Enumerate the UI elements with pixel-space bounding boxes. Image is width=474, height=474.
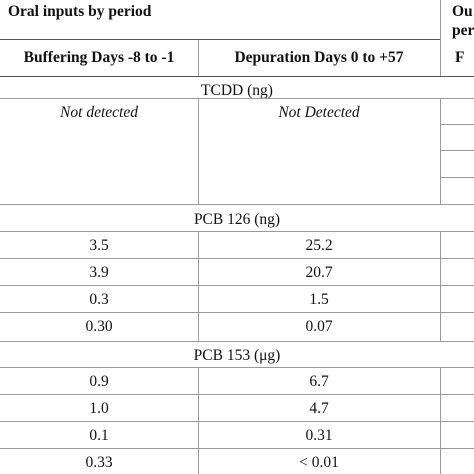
section-rule	[0, 204, 474, 205]
section-rule	[0, 367, 474, 368]
column-divider	[440, 99, 441, 204]
table-cell: 1.0	[89, 400, 109, 417]
row-rule	[440, 177, 474, 178]
column-header-outputs-fragment: F	[455, 49, 465, 66]
row-rule	[0, 448, 474, 449]
group-header-outputs-fragment-2: per	[452, 22, 474, 39]
table-cell: < 0.01	[299, 454, 339, 471]
header-rule	[0, 39, 440, 40]
table-cell: 0.07	[305, 318, 333, 335]
table-cell: 0.31	[305, 427, 333, 444]
table-cell: Not Detected	[278, 104, 360, 121]
table-cell: 1.5	[309, 291, 329, 308]
table-cell: 0.33	[85, 454, 113, 471]
table-cell: 0.1	[89, 427, 109, 444]
row-rule	[0, 258, 474, 259]
section-rule	[0, 231, 474, 232]
right-group-divider	[440, 0, 441, 76]
table-cell: 0.30	[85, 318, 113, 335]
table-cell: 6.7	[309, 373, 329, 390]
section-title-pcb126: PCB 126 (ng)	[193, 211, 281, 228]
section-title-pcb153: PCB 153 (μg)	[193, 347, 281, 364]
section-title-tcdd: TCDD (ng)	[201, 82, 273, 99]
table-cell: 4.7	[309, 400, 329, 417]
table-cell: 20.7	[305, 264, 333, 281]
column-divider	[198, 232, 199, 341]
column-divider	[440, 232, 441, 341]
section-rule	[0, 98, 474, 99]
row-rule	[440, 124, 474, 125]
group-header-oral-inputs: Oral inputs by period	[8, 3, 152, 20]
table-cell: 25.2	[305, 237, 333, 254]
column-divider	[198, 40, 199, 76]
section-rule	[0, 341, 474, 342]
table-cell: 3.9	[89, 264, 109, 281]
column-header-buffering: Buffering Days -8 to -1	[23, 49, 175, 66]
column-header-rule	[0, 76, 474, 77]
row-rule	[0, 312, 474, 313]
row-rule	[0, 285, 474, 286]
column-divider	[198, 99, 199, 204]
table-cell: 3.5	[89, 237, 109, 254]
group-header-outputs-fragment-1: Ou	[452, 3, 473, 20]
table-cell: 0.3	[89, 291, 109, 308]
row-rule	[0, 394, 474, 395]
table-cell: Not detected	[60, 104, 138, 121]
table-cell: 0.9	[89, 373, 109, 390]
row-rule	[0, 421, 474, 422]
row-rule	[440, 150, 474, 151]
column-header-depuration: Depuration Days 0 to +57	[234, 49, 404, 66]
